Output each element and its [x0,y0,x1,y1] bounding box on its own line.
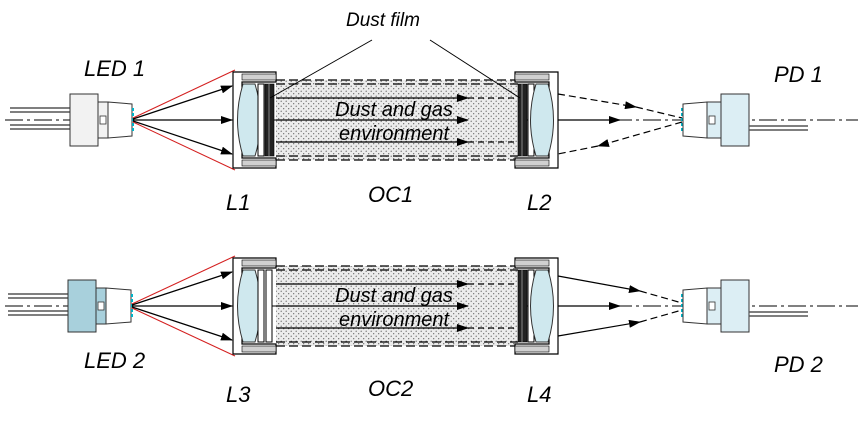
label-oc2: OC2 [368,376,414,401]
pd1-converging-rays [557,93,683,155]
led2-body [67,279,97,333]
pd2 [681,279,808,333]
led2-leads [8,293,70,316]
label-env2-line2: environment [338,309,450,331]
led1-rays [132,85,233,155]
pd2-converging-rays [557,275,683,337]
oc2-collimated-rays [276,280,518,332]
label-env2: Dust and gas environment [296,284,492,332]
system-1 [5,39,858,171]
lens-l1 [237,83,261,157]
pd1-body [720,93,750,147]
label-pd2: PD 2 [774,352,823,377]
lens-l2 [530,83,554,157]
label-l2: L2 [527,190,552,215]
oc1-collimated-rays [276,94,518,146]
oc1-left-window [257,83,265,157]
label-led2: LED 2 [84,348,146,373]
led2-rays [131,271,233,341]
led1-cap [107,101,133,139]
label-env1-line2: environment [338,123,450,145]
label-l3: L3 [226,382,251,407]
label-l1: L1 [226,190,251,215]
label-dust-film: Dust film [346,10,420,31]
lens-l4 [530,269,554,343]
oc2-left-window-inner [265,269,273,343]
label-env1: Dust and gas environment [296,98,492,146]
led1-body [69,93,99,147]
led1-leads [10,107,72,130]
led2-cap [105,287,132,325]
label-pd1: PD 1 [774,62,823,87]
oc2-left-window [257,269,265,343]
label-env1-line1: Dust and gas [335,99,453,121]
pd2-body [720,279,750,333]
lens-l3 [237,269,261,343]
system-2 [5,255,858,357]
label-l4: L4 [527,382,552,407]
label-oc1: OC1 [368,182,414,207]
led2-emission-cone [131,255,236,357]
label-env2-line1: Dust and gas [335,285,453,307]
dust-film-leaders [269,39,521,99]
label-led1: LED 1 [84,56,146,81]
pd1 [681,93,808,147]
led1-emission-cone [132,69,236,171]
